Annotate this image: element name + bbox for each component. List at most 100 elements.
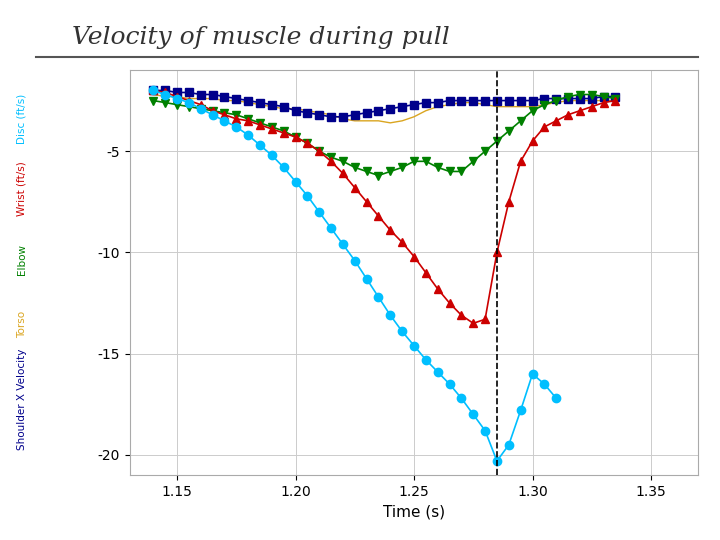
- Shoulder X Velocity: [232, 95, 240, 102]
- Torso: [291, 105, 300, 112]
- Wrist (ft/s): [516, 158, 525, 165]
- Torso: [445, 102, 454, 108]
- Torso: [588, 97, 596, 104]
- Torso: [220, 97, 229, 104]
- Disc (ft/s): [291, 178, 300, 185]
- Torso: [208, 95, 217, 102]
- Elbow: [220, 110, 229, 116]
- Disc (ft/s): [469, 411, 477, 418]
- Shoulder X Velocity: [161, 87, 169, 94]
- Elbow: [362, 168, 371, 175]
- Elbow: [386, 168, 395, 175]
- Wrist (ft/s): [421, 269, 430, 276]
- Wrist (ft/s): [398, 239, 407, 246]
- Wrist (ft/s): [433, 286, 442, 292]
- Elbow: [540, 102, 549, 108]
- Shoulder X Velocity: [220, 93, 229, 100]
- Torso: [528, 103, 537, 110]
- Wrist (ft/s): [315, 148, 323, 154]
- Disc (ft/s): [362, 275, 371, 282]
- Wrist (ft/s): [575, 107, 584, 114]
- Wrist (ft/s): [220, 112, 229, 118]
- Elbow: [338, 158, 347, 165]
- Wrist (ft/s): [351, 184, 359, 191]
- Shoulder X Velocity: [173, 89, 181, 96]
- Wrist (ft/s): [386, 227, 395, 233]
- Shoulder X Velocity: [492, 97, 501, 104]
- Torso: [327, 112, 336, 118]
- Elbow: [599, 93, 608, 100]
- Shoulder X Velocity: [351, 112, 359, 118]
- Elbow: [457, 168, 466, 175]
- Shoulder X Velocity: [291, 107, 300, 114]
- Torso: [386, 120, 395, 126]
- Elbow: [268, 124, 276, 130]
- Shoulder X Velocity: [540, 95, 549, 102]
- Torso: [232, 97, 240, 104]
- Shoulder X Velocity: [208, 91, 217, 98]
- Shoulder X Velocity: [457, 97, 466, 104]
- Elbow: [445, 168, 454, 175]
- Elbow: [575, 91, 584, 98]
- Wrist (ft/s): [552, 118, 560, 124]
- Wrist (ft/s): [564, 112, 572, 118]
- Shoulder X Velocity: [575, 95, 584, 102]
- Shoulder X Velocity: [469, 97, 477, 104]
- Disc (ft/s): [481, 428, 490, 434]
- Elbow: [351, 164, 359, 171]
- Text: Elbow: Elbow: [17, 244, 27, 275]
- Line: Disc (ft/s): Disc (ft/s): [149, 86, 560, 465]
- Shoulder X Velocity: [338, 113, 347, 120]
- Elbow: [279, 127, 288, 134]
- Wrist (ft/s): [291, 134, 300, 140]
- Disc (ft/s): [351, 257, 359, 264]
- Torso: [374, 118, 383, 124]
- Disc (ft/s): [528, 370, 537, 377]
- Shoulder X Velocity: [588, 95, 596, 102]
- Shoulder X Velocity: [244, 97, 253, 104]
- Elbow: [208, 107, 217, 114]
- Shoulder X Velocity: [505, 97, 513, 104]
- Elbow: [374, 172, 383, 179]
- Elbow: [327, 154, 336, 160]
- Disc (ft/s): [516, 407, 525, 414]
- Elbow: [505, 127, 513, 134]
- Torso: [315, 110, 323, 116]
- Shoulder X Velocity: [256, 99, 264, 106]
- Elbow: [244, 116, 253, 122]
- Disc (ft/s): [433, 369, 442, 375]
- Torso: [564, 97, 572, 104]
- Wrist (ft/s): [528, 138, 537, 144]
- Shoulder X Velocity: [268, 102, 276, 108]
- Wrist (ft/s): [588, 103, 596, 110]
- Disc (ft/s): [398, 328, 407, 335]
- Elbow: [469, 158, 477, 165]
- Elbow: [184, 103, 193, 110]
- Torso: [575, 97, 584, 104]
- Disc (ft/s): [161, 91, 169, 98]
- Torso: [505, 103, 513, 110]
- X-axis label: Time (s): Time (s): [383, 504, 445, 519]
- Line: Wrist (ft/s): Wrist (ft/s): [149, 86, 620, 327]
- Wrist (ft/s): [445, 300, 454, 306]
- Disc (ft/s): [552, 395, 560, 402]
- Disc (ft/s): [244, 132, 253, 138]
- Torso: [256, 102, 264, 108]
- Disc (ft/s): [421, 356, 430, 363]
- Text: Shoulder X Velocity: Shoulder X Velocity: [17, 349, 27, 450]
- Torso: [303, 107, 312, 114]
- Disc (ft/s): [386, 312, 395, 319]
- Torso: [398, 118, 407, 124]
- Elbow: [291, 134, 300, 140]
- Wrist (ft/s): [505, 199, 513, 205]
- Elbow: [611, 95, 620, 102]
- Disc (ft/s): [197, 105, 205, 112]
- Elbow: [588, 91, 596, 98]
- Disc (ft/s): [232, 124, 240, 130]
- Shoulder X Velocity: [327, 113, 336, 120]
- Shoulder X Velocity: [386, 105, 395, 112]
- Wrist (ft/s): [279, 130, 288, 136]
- Elbow: [232, 112, 240, 118]
- Shoulder X Velocity: [149, 87, 158, 94]
- Wrist (ft/s): [161, 89, 169, 96]
